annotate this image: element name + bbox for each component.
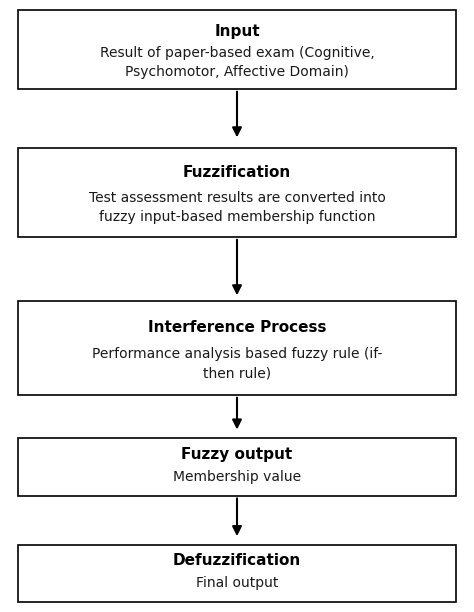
Text: Interference Process: Interference Process [148,320,326,335]
FancyBboxPatch shape [18,10,456,89]
Text: Fuzzification: Fuzzification [183,165,291,181]
Text: Test assessment results are converted into
fuzzy input-based membership function: Test assessment results are converted in… [89,191,385,224]
Text: Defuzzification: Defuzzification [173,553,301,569]
Text: Final output: Final output [196,577,278,590]
FancyBboxPatch shape [18,148,456,237]
Text: Membership value: Membership value [173,469,301,483]
Text: Result of paper-based exam (Cognitive,
Psychomotor, Affective Domain): Result of paper-based exam (Cognitive, P… [100,47,374,80]
FancyBboxPatch shape [18,545,456,602]
FancyBboxPatch shape [18,438,456,496]
Text: Input: Input [214,24,260,40]
Text: Performance analysis based fuzzy rule (if-
then rule): Performance analysis based fuzzy rule (i… [92,348,382,381]
Text: Fuzzy output: Fuzzy output [182,447,292,462]
FancyBboxPatch shape [18,301,456,395]
